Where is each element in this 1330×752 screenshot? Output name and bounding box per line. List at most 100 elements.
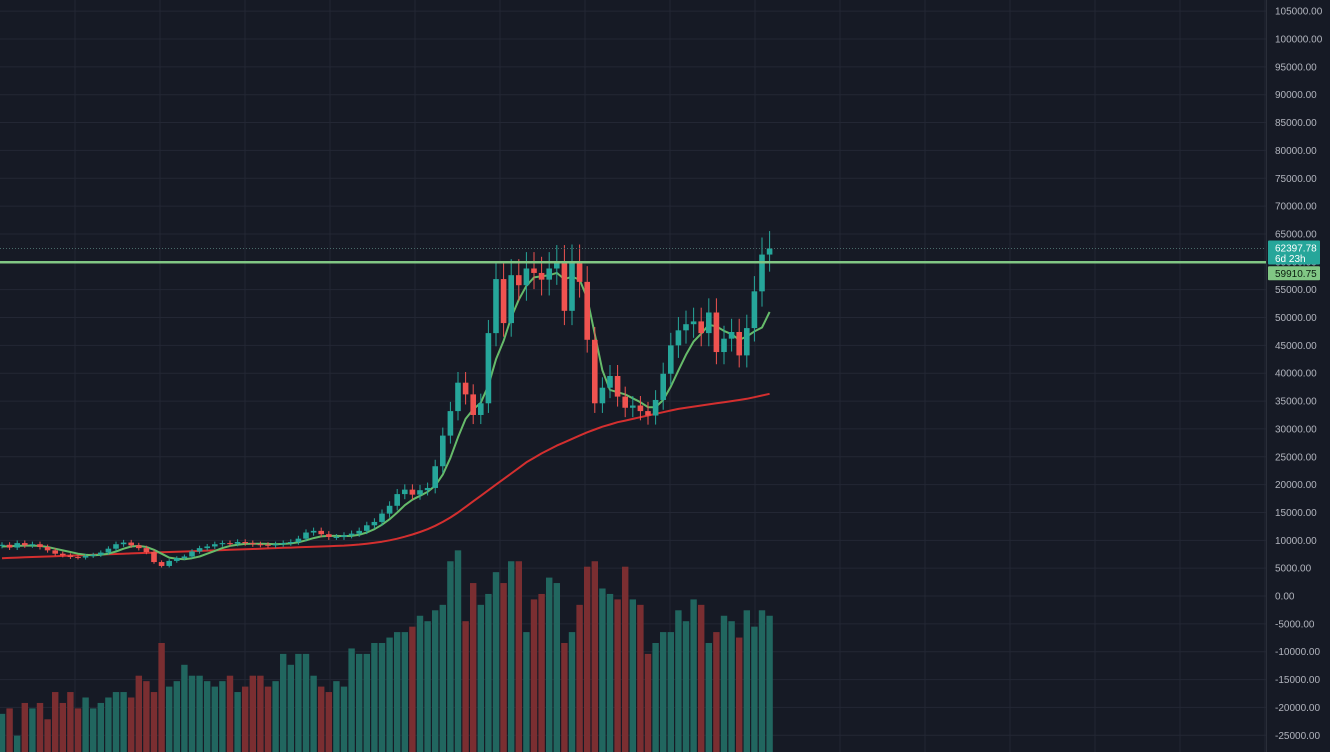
candle-body xyxy=(181,556,188,559)
price-axis[interactable]: 105000.00 100000.00 95000.00 90000.00 85000.… xyxy=(1266,0,1323,752)
candle-body xyxy=(60,553,66,556)
volume-bar xyxy=(280,653,287,752)
volume-bar xyxy=(356,653,363,752)
volume-bar xyxy=(181,664,188,752)
volume-bar xyxy=(485,593,492,752)
y-tick-label: 105000.00 xyxy=(1275,7,1323,18)
candle-body xyxy=(113,544,119,549)
volume-bar xyxy=(204,681,211,752)
candle-body xyxy=(531,268,537,273)
candle-body xyxy=(227,543,233,545)
volume-bar xyxy=(728,621,735,752)
volume-bar xyxy=(690,599,697,752)
volume-bar xyxy=(454,550,462,752)
volume-bar xyxy=(264,686,272,752)
y-tick-label: 0.00 xyxy=(1275,592,1295,603)
candle-body xyxy=(364,525,370,531)
y-tick-label: 80000.00 xyxy=(1275,146,1317,157)
candle-body xyxy=(158,562,165,566)
countdown-label: 6d 23h xyxy=(1275,254,1306,265)
volume-bar xyxy=(318,686,325,752)
candle-body xyxy=(90,554,96,556)
candle-body xyxy=(257,544,264,546)
candle-body xyxy=(478,403,484,415)
candle-body xyxy=(683,324,689,331)
y-tick-label: 95000.00 xyxy=(1275,62,1317,73)
candle-body xyxy=(523,268,530,286)
candle-body xyxy=(386,505,393,514)
volume-bar xyxy=(675,610,682,752)
y-tick-label: 5000.00 xyxy=(1275,564,1312,575)
volume-bar xyxy=(584,566,591,752)
candle-body xyxy=(766,248,773,255)
candle-body xyxy=(295,538,302,542)
volume-bar xyxy=(386,637,393,752)
candle-body xyxy=(310,530,317,533)
candle-body xyxy=(652,399,659,416)
volume-bar xyxy=(758,610,766,752)
candle-body xyxy=(508,275,514,324)
candle-body xyxy=(630,405,636,408)
volume-bar xyxy=(97,702,104,752)
level-price-badge xyxy=(1268,266,1320,281)
volume-bar xyxy=(591,561,598,752)
candle-body xyxy=(394,494,400,506)
y-tick-label: 20000.00 xyxy=(1275,480,1317,491)
candle-body xyxy=(713,312,720,353)
volume-bar xyxy=(394,632,401,752)
y-tick-label: 40000.00 xyxy=(1275,369,1317,380)
candle-body xyxy=(500,279,507,324)
horizontal-level-line[interactable] xyxy=(0,247,1266,264)
candle-body xyxy=(660,373,666,400)
volume-bar xyxy=(105,697,112,752)
volume-bar xyxy=(606,593,614,752)
candle-body xyxy=(614,376,621,397)
volume-bar xyxy=(272,681,279,752)
candlesticks xyxy=(0,231,773,568)
volume-bar xyxy=(295,653,302,752)
candle-body xyxy=(561,261,568,311)
candle-body xyxy=(219,543,226,545)
volume-bar xyxy=(120,692,127,752)
volume-bar xyxy=(325,692,332,752)
candle-body xyxy=(151,552,157,563)
fast-moving-average xyxy=(1,271,771,561)
volume-bar xyxy=(226,675,234,752)
candle-body xyxy=(14,543,20,548)
volume-bar xyxy=(340,686,348,752)
last-price-badge xyxy=(1268,240,1320,265)
candle-body xyxy=(333,536,340,538)
candle-body xyxy=(622,396,628,408)
volume-bar xyxy=(568,632,576,752)
candle-body xyxy=(675,330,682,346)
volume-bar xyxy=(52,692,59,752)
candle-body xyxy=(447,411,454,436)
volume-bar xyxy=(713,632,720,752)
level-price-label: 59910.75 xyxy=(1275,269,1317,280)
candle-body xyxy=(128,542,134,546)
y-tick-label: 75000.00 xyxy=(1275,174,1317,185)
volume-bar xyxy=(90,708,97,752)
volume-bar xyxy=(0,713,6,752)
candle-body xyxy=(29,544,36,546)
volume-bar xyxy=(401,632,408,752)
volume-bar xyxy=(599,588,606,752)
y-tick-label: 90000.00 xyxy=(1275,90,1317,101)
candle-body xyxy=(698,321,704,334)
y-tick-label: -20000.00 xyxy=(1275,703,1320,714)
candle-body xyxy=(584,281,590,340)
candle-body xyxy=(212,544,218,547)
candle-body xyxy=(82,555,89,558)
y-tick-label: 85000.00 xyxy=(1275,118,1317,129)
y-tick-label: -15000.00 xyxy=(1275,675,1320,686)
volume-bar xyxy=(751,626,758,752)
candle-body xyxy=(721,338,727,353)
volume-bar xyxy=(333,681,340,752)
volume-bar xyxy=(82,697,89,752)
candle-body xyxy=(759,254,765,292)
volume-bar xyxy=(234,692,241,752)
candle-body xyxy=(37,544,43,548)
slow-ma-line xyxy=(1,392,770,560)
candle-body xyxy=(67,555,74,558)
